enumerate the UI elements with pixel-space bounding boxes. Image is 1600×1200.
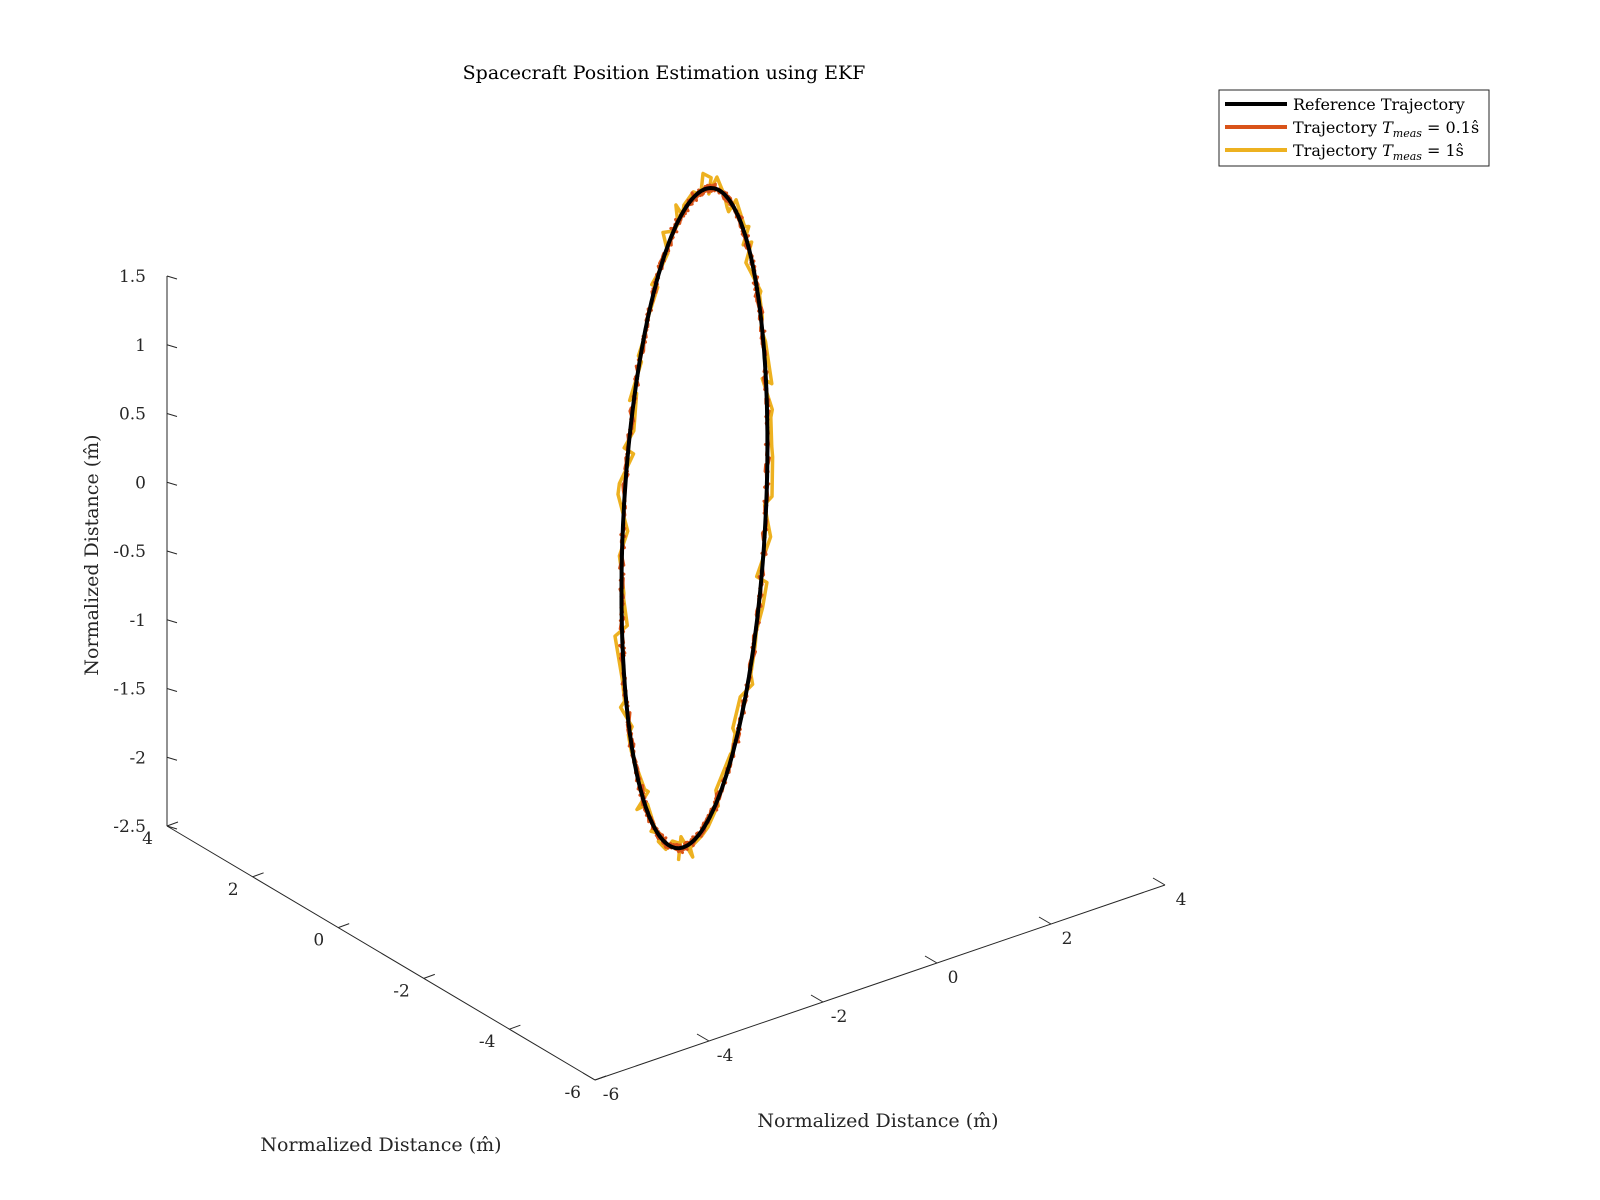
z-axis: -2.5 -2 -1.5 -1 -0.5 0 0.5 1 1.5 bbox=[113, 267, 178, 837]
z-tick-label: -0.5 bbox=[113, 542, 146, 562]
y-tick-label: -4 bbox=[479, 1032, 496, 1052]
plot-lines bbox=[613, 171, 775, 862]
x-tick-mark bbox=[924, 955, 938, 964]
x-tick-mark bbox=[582, 1072, 596, 1081]
y-tick-mark bbox=[509, 1024, 521, 1030]
chart-title: Spacecraft Position Estimation using EKF bbox=[463, 62, 866, 84]
y-tick-label: 2 bbox=[228, 880, 239, 900]
legend-entry-reference: Reference Trajectory bbox=[1225, 95, 1465, 114]
z-tick-label: -1 bbox=[129, 611, 146, 631]
x-tick-label: -6 bbox=[603, 1085, 620, 1105]
z-tick-mark bbox=[166, 413, 178, 417]
legend-label-tmeas-01-math: T bbox=[1382, 118, 1394, 137]
y-tick-label: 4 bbox=[142, 829, 153, 849]
z-tick-mark bbox=[166, 550, 178, 555]
legend: Reference Trajectory Trajectory Tmeas = … bbox=[1218, 89, 1490, 167]
z-tick-label: 1 bbox=[135, 336, 146, 356]
z-tick-label: 0 bbox=[135, 473, 146, 493]
legend-label-tmeas-01: Trajectory Tmeas = 0.1ŝ bbox=[1293, 118, 1479, 140]
x-tick-label: 4 bbox=[1176, 890, 1187, 910]
trajectory-tmeas-1-line bbox=[613, 171, 775, 862]
y-axis-line bbox=[166, 825, 596, 1081]
z-tick-group: -2.5 -2 -1.5 -1 -0.5 0 0.5 1 1.5 bbox=[113, 267, 178, 837]
y-tick-label: -6 bbox=[564, 1083, 581, 1103]
x-tick-group: -6 -4 -2 0 2 4 bbox=[582, 877, 1187, 1105]
legend-label-tmeas-01-tail: = 0.1ŝ bbox=[1422, 118, 1479, 137]
legend-label-tmeas-01-main: Trajectory bbox=[1293, 118, 1382, 137]
x-axis: -6 -4 -2 0 2 4 bbox=[582, 877, 1187, 1105]
x-tick-label: -4 bbox=[717, 1046, 734, 1066]
x-tick-mark bbox=[696, 1033, 710, 1042]
y-tick-mark bbox=[252, 872, 264, 878]
z-tick-label: 0.5 bbox=[119, 405, 146, 425]
legend-entry-tmeas-1: Trajectory Tmeas = 1ŝ bbox=[1225, 141, 1464, 163]
y-tick-mark bbox=[166, 821, 179, 827]
y-tick-label: 0 bbox=[313, 931, 324, 951]
z-tick-mark bbox=[166, 481, 178, 486]
z-tick-mark bbox=[166, 619, 178, 624]
y-axis-label: Normalized Distance (m̂) bbox=[260, 1134, 501, 1156]
reference-trajectory-line bbox=[619, 186, 770, 851]
z-tick-mark bbox=[166, 275, 178, 280]
x-axis-label: Normalized Distance (m̂) bbox=[757, 1110, 998, 1132]
legend-label-tmeas-1-main: Trajectory bbox=[1293, 141, 1382, 160]
y-axis: -6 -4 -2 0 2 4 bbox=[142, 821, 607, 1103]
z-tick-label: -1.5 bbox=[113, 680, 146, 700]
z-tick-mark bbox=[166, 344, 178, 349]
z-tick-mark bbox=[166, 688, 178, 692]
legend-label-tmeas-01-sub: meas bbox=[1393, 127, 1422, 140]
z-tick-mark bbox=[166, 756, 178, 761]
y-tick-group: -6 -4 -2 0 2 4 bbox=[142, 821, 607, 1103]
legend-label-reference: Reference Trajectory bbox=[1293, 95, 1465, 114]
y-tick-mark bbox=[423, 973, 435, 979]
legend-label-tmeas-1-sub: meas bbox=[1393, 150, 1422, 163]
y-tick-mark bbox=[338, 923, 350, 929]
legend-label-tmeas-1-tail: = 1ŝ bbox=[1422, 141, 1464, 160]
z-axis-label: Normalized Distance (m̂) bbox=[81, 434, 103, 675]
z-tick-label: -2.5 bbox=[113, 817, 146, 837]
x-tick-label: -2 bbox=[831, 1007, 848, 1027]
x-tick-mark bbox=[1152, 877, 1166, 886]
x-tick-mark bbox=[1038, 916, 1052, 925]
legend-label-tmeas-1-math: T bbox=[1382, 141, 1394, 160]
legend-entry-tmeas-01: Trajectory Tmeas = 0.1ŝ bbox=[1225, 118, 1479, 140]
z-tick-label: -2 bbox=[129, 748, 146, 768]
x-tick-label: 0 bbox=[948, 968, 959, 988]
legend-label-tmeas-1: Trajectory Tmeas = 1ŝ bbox=[1293, 141, 1464, 163]
y-tick-label: -2 bbox=[393, 981, 410, 1001]
x-tick-label: 2 bbox=[1062, 929, 1073, 949]
trajectory-tmeas-01-line bbox=[618, 182, 771, 855]
z-tick-label: 1.5 bbox=[119, 267, 146, 287]
x-tick-mark bbox=[810, 994, 824, 1003]
x-axis-line bbox=[594, 884, 1166, 1081]
